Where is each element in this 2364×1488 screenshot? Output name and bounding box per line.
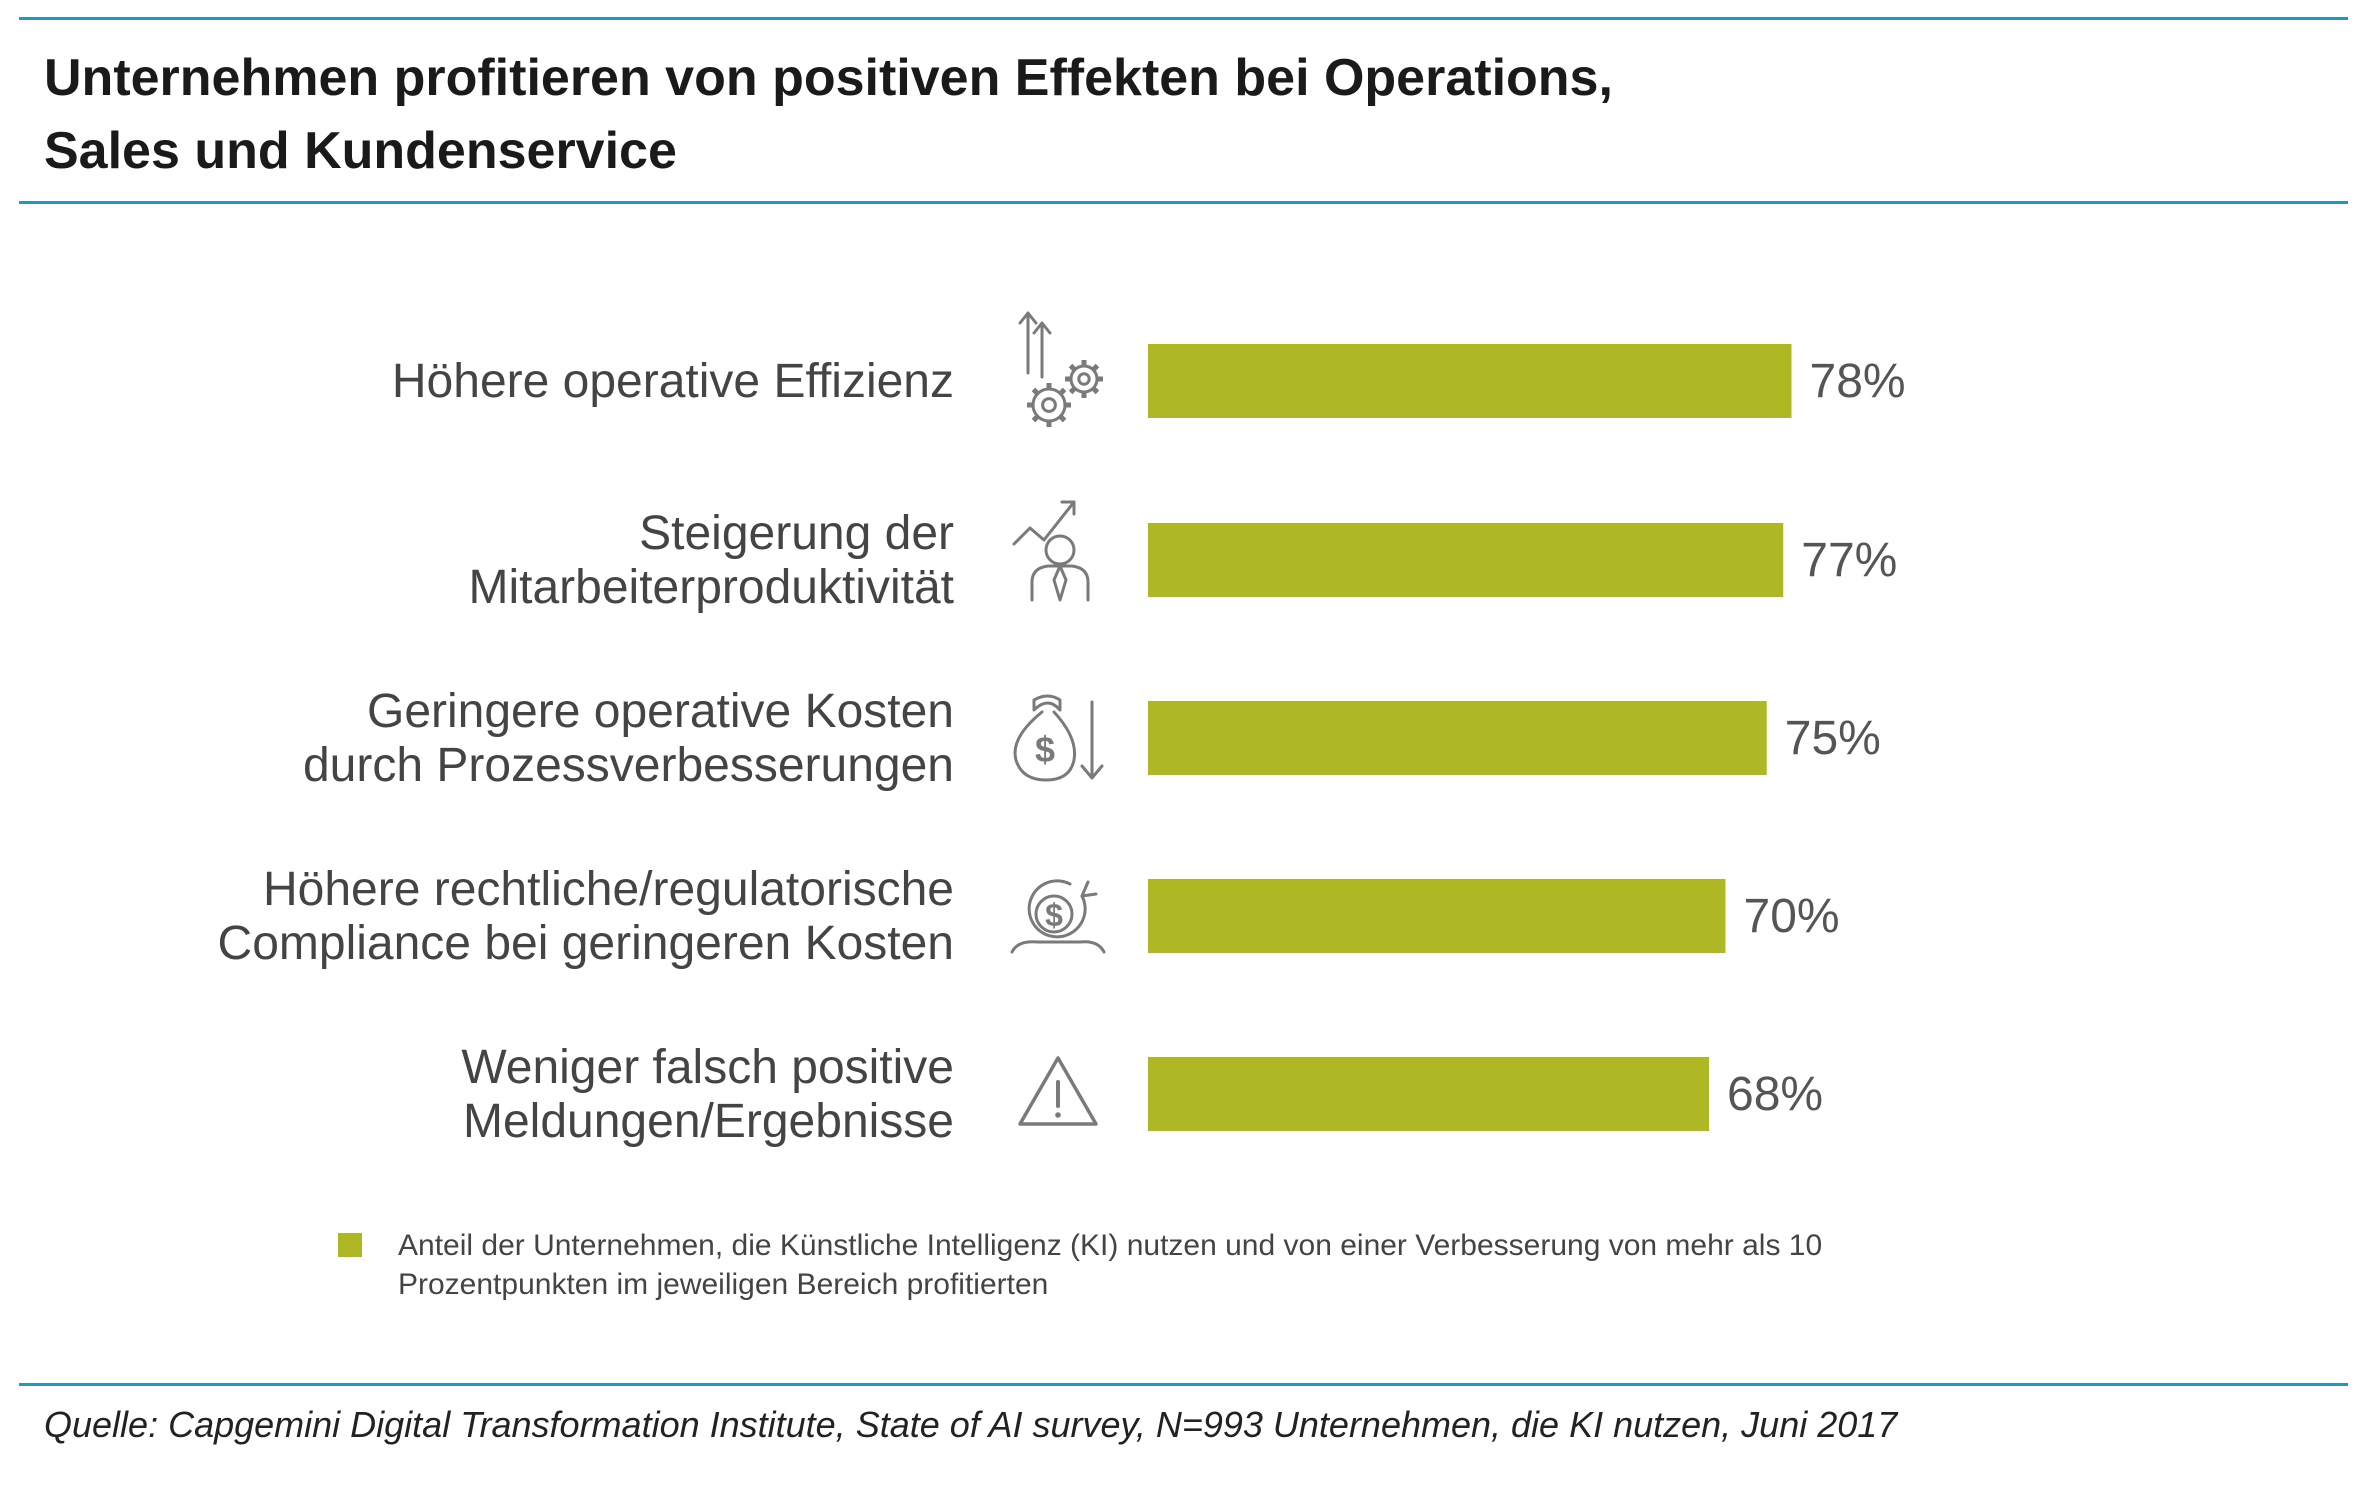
bar — [1148, 523, 1784, 597]
title-line-2: Sales und Kundenservice — [44, 122, 677, 180]
category-label-line: Geringere operative Kosten — [367, 685, 954, 738]
efficiency-gears-icon — [1018, 311, 1103, 427]
category-label-line: Weniger falsch positive — [461, 1041, 954, 1094]
page-title: Unternehmen profitieren von positiven Ef… — [44, 42, 2044, 188]
bar — [1148, 344, 1792, 418]
bar — [1148, 1057, 1709, 1131]
svg-text:$: $ — [1035, 729, 1055, 770]
category-label-line: Höhere rechtliche/regulatorische — [263, 863, 954, 916]
category-label-line: Compliance bei geringeren Kosten — [218, 917, 954, 970]
category-label-line: Steigerung der — [639, 507, 954, 560]
footer-rule — [19, 1383, 2348, 1386]
value-label: 75% — [1785, 712, 1881, 765]
source-note: Quelle: Capgemini Digital Transformation… — [44, 1404, 1898, 1445]
legend-text-line-1: Anteil der Unternehmen, die Künstliche I… — [398, 1229, 1823, 1262]
value-label: 70% — [1744, 890, 1840, 943]
category-label: Höhere operative Effizienz — [392, 355, 954, 408]
legend: Anteil der Unternehmen, die Künstliche I… — [338, 1226, 2038, 1304]
category-label-line: durch Prozessverbesserungen — [303, 739, 954, 792]
svg-text:$: $ — [1045, 897, 1063, 933]
category-label: Geringere operative Kosten durch Prozessv… — [303, 685, 954, 792]
warning-triangle-icon — [1018, 1056, 1098, 1126]
top-rule — [19, 17, 2348, 20]
money-bag-down-icon: $ — [1013, 694, 1104, 782]
title-rule — [19, 201, 2348, 204]
value-label: 77% — [1801, 534, 1897, 587]
value-label: 78% — [1810, 355, 1906, 408]
category-label: Höhere rechtliche/regulatorische Complian… — [218, 863, 954, 970]
coin-hand-icon: $ — [1010, 879, 1106, 954]
bar — [1148, 879, 1726, 953]
category-label-line: Meldungen/Ergebnisse — [463, 1095, 954, 1148]
category-label: Steigerung der Mitarbeiterproduktivität — [468, 507, 954, 614]
title-line-1: Unternehmen profitieren von positiven Ef… — [44, 49, 1613, 107]
legend-text-line-2: Prozentpunkten im jeweiligen Bereich pro… — [398, 1268, 1049, 1301]
category-label-line: Mitarbeiterproduktivität — [468, 561, 954, 614]
value-label: 68% — [1727, 1068, 1823, 1121]
bar-chart: 78% Höhere operative Effizienz 77% Steigeru… — [218, 311, 1906, 1148]
legend-text: Anteil der Unternehmen, die Künstliche I… — [398, 1226, 2038, 1304]
productivity-person-icon — [1012, 500, 1090, 602]
legend-swatch — [338, 1233, 362, 1257]
category-label: Weniger falsch positive Meldungen/Ergebni… — [461, 1041, 954, 1148]
category-label-line: Höhere operative Effizienz — [392, 355, 954, 408]
bar — [1148, 701, 1767, 775]
